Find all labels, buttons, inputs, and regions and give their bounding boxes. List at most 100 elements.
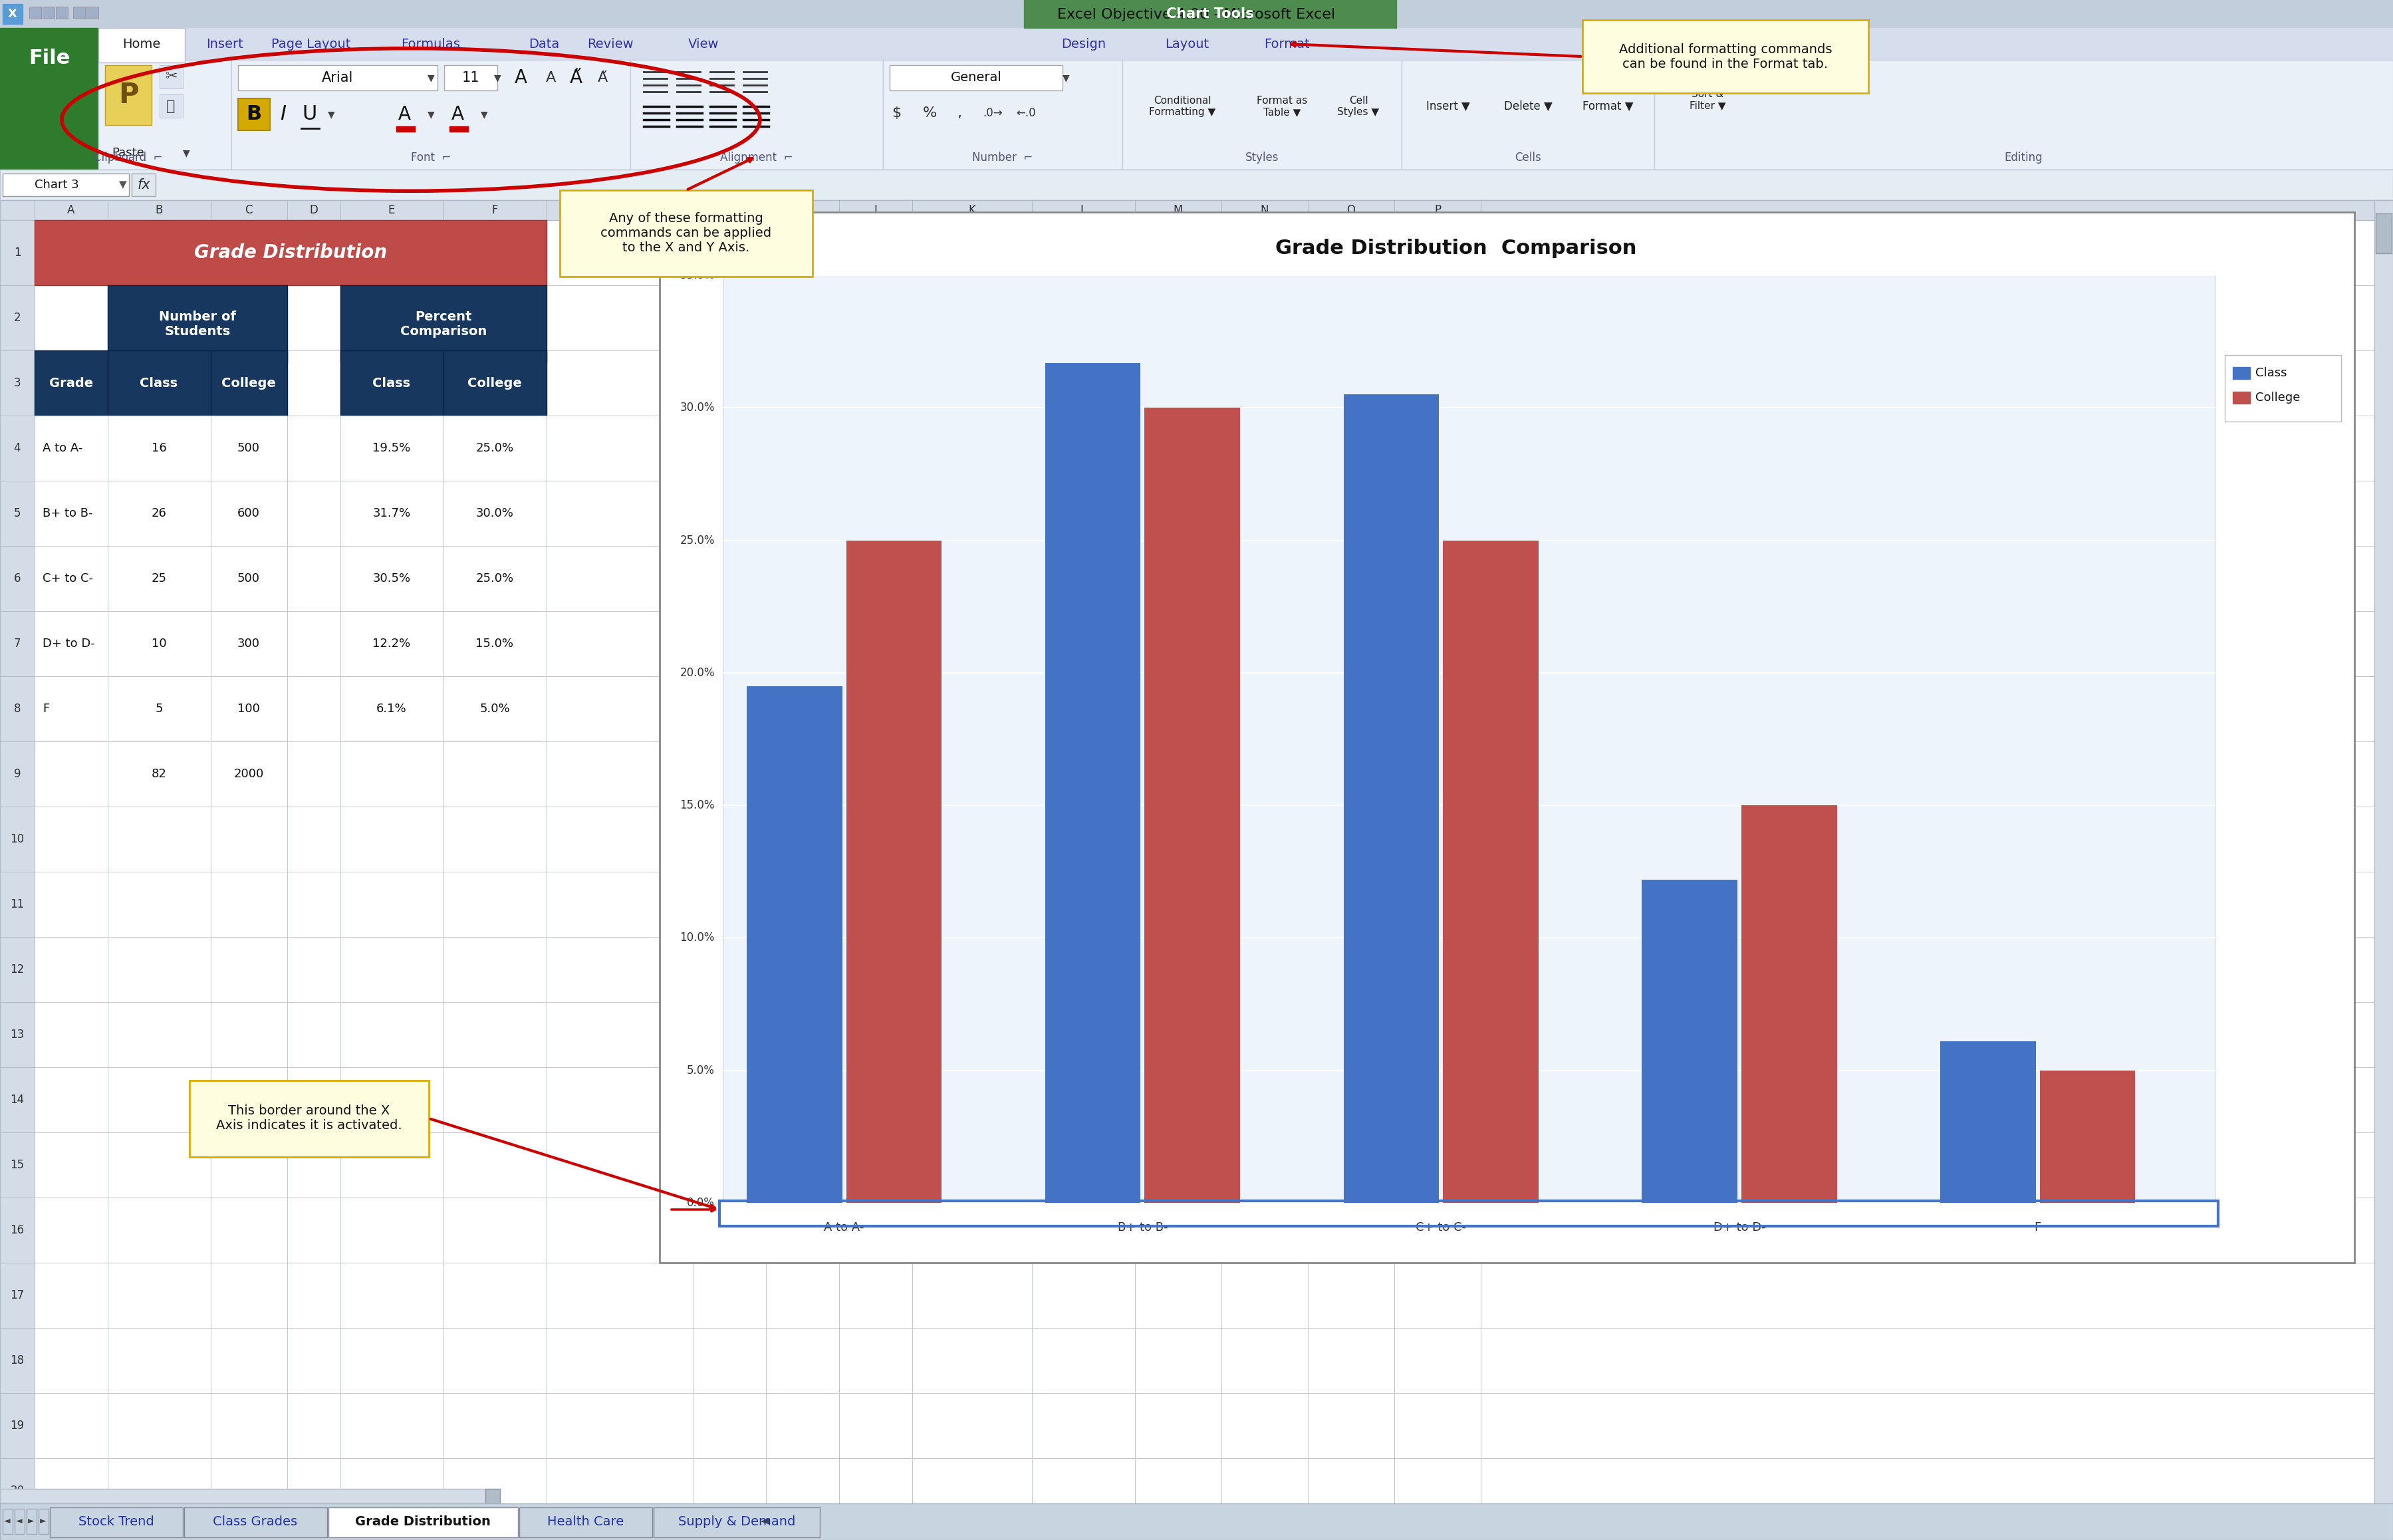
- FancyBboxPatch shape: [2, 5, 22, 25]
- Text: Grade Distribution: Grade Distribution: [194, 243, 388, 262]
- FancyBboxPatch shape: [0, 676, 34, 741]
- FancyBboxPatch shape: [340, 285, 546, 362]
- FancyBboxPatch shape: [160, 94, 182, 117]
- FancyBboxPatch shape: [0, 1067, 34, 1132]
- FancyBboxPatch shape: [0, 1523, 34, 1540]
- Text: Grade Distribution: Grade Distribution: [354, 1515, 491, 1528]
- Text: Page Layout: Page Layout: [270, 37, 352, 51]
- Text: 500: 500: [237, 573, 261, 585]
- Text: Formulas: Formulas: [402, 37, 459, 51]
- FancyBboxPatch shape: [38, 1509, 48, 1534]
- Text: Number  ⌐: Number ⌐: [972, 151, 1034, 163]
- Text: 13: 13: [10, 1029, 24, 1041]
- FancyBboxPatch shape: [1742, 805, 1838, 1203]
- Text: .0→: .0→: [984, 108, 1003, 119]
- FancyBboxPatch shape: [629, 60, 883, 169]
- Text: 2000: 2000: [235, 768, 263, 779]
- FancyBboxPatch shape: [1582, 20, 1869, 92]
- FancyBboxPatch shape: [108, 480, 211, 545]
- FancyBboxPatch shape: [34, 676, 108, 741]
- FancyBboxPatch shape: [1342, 394, 1438, 1203]
- Text: A to A-: A to A-: [43, 442, 84, 454]
- FancyBboxPatch shape: [0, 1263, 34, 1327]
- Text: 14: 14: [10, 1093, 24, 1106]
- FancyBboxPatch shape: [340, 676, 443, 741]
- Text: 17: 17: [10, 1289, 24, 1301]
- Text: X: X: [7, 8, 17, 20]
- Text: G: G: [615, 205, 625, 216]
- Text: 600: 600: [237, 507, 261, 519]
- FancyBboxPatch shape: [29, 6, 41, 18]
- Text: 15: 15: [10, 1160, 24, 1170]
- Text: Paste: Paste: [112, 146, 144, 159]
- Text: 6: 6: [14, 573, 22, 585]
- Text: Conditional
Formatting ▼: Conditional Formatting ▼: [1149, 95, 1216, 117]
- FancyBboxPatch shape: [0, 28, 2393, 60]
- FancyBboxPatch shape: [105, 65, 151, 125]
- FancyBboxPatch shape: [340, 545, 443, 611]
- Text: 20: 20: [10, 1485, 24, 1497]
- Text: C+ to C-: C+ to C-: [1417, 1221, 1467, 1234]
- FancyBboxPatch shape: [328, 1508, 517, 1537]
- Text: College: College: [467, 377, 522, 390]
- FancyBboxPatch shape: [0, 169, 2393, 200]
- Text: I: I: [280, 105, 287, 125]
- FancyBboxPatch shape: [0, 741, 34, 807]
- Text: Insert: Insert: [206, 37, 244, 51]
- Text: 2: 2: [14, 313, 22, 323]
- FancyBboxPatch shape: [55, 6, 67, 18]
- Text: Format as
Table ▼: Format as Table ▼: [1256, 95, 1307, 117]
- FancyBboxPatch shape: [108, 351, 211, 416]
- FancyBboxPatch shape: [0, 611, 34, 676]
- Text: C: C: [244, 205, 254, 216]
- FancyBboxPatch shape: [211, 545, 287, 611]
- Text: 0.0%: 0.0%: [687, 1197, 716, 1209]
- Text: A: A: [397, 105, 412, 123]
- Text: 12: 12: [10, 964, 24, 975]
- Text: A: A: [452, 105, 464, 123]
- Text: F: F: [43, 702, 50, 715]
- FancyBboxPatch shape: [443, 676, 546, 741]
- Text: Health Care: Health Care: [548, 1515, 625, 1528]
- FancyBboxPatch shape: [2376, 214, 2391, 254]
- FancyBboxPatch shape: [443, 545, 546, 611]
- Text: 82: 82: [151, 768, 168, 779]
- Text: 25.0%: 25.0%: [476, 442, 514, 454]
- Text: Delete ▼: Delete ▼: [1503, 100, 1553, 112]
- Text: 25.0%: 25.0%: [680, 534, 716, 547]
- FancyBboxPatch shape: [1046, 363, 1141, 1203]
- FancyBboxPatch shape: [847, 541, 940, 1203]
- FancyBboxPatch shape: [340, 611, 443, 676]
- Text: Insert ▼: Insert ▼: [1426, 100, 1469, 112]
- FancyBboxPatch shape: [560, 189, 814, 277]
- FancyBboxPatch shape: [340, 480, 443, 545]
- Text: F: F: [491, 205, 498, 216]
- Text: Font  ⌐: Font ⌐: [412, 151, 450, 163]
- Text: B+ to B-: B+ to B-: [1118, 1221, 1168, 1234]
- Text: Additional formatting commands
can be found in the Format tab.: Additional formatting commands can be fo…: [1620, 43, 1833, 71]
- FancyBboxPatch shape: [0, 1394, 34, 1458]
- FancyBboxPatch shape: [0, 200, 2393, 220]
- Text: Cells: Cells: [1515, 151, 1541, 163]
- Text: Editing: Editing: [2005, 151, 2044, 163]
- FancyBboxPatch shape: [443, 416, 546, 480]
- FancyBboxPatch shape: [0, 480, 34, 545]
- Text: J: J: [873, 205, 878, 216]
- Text: 15.0%: 15.0%: [680, 799, 716, 812]
- FancyBboxPatch shape: [211, 351, 287, 416]
- Text: B: B: [156, 205, 163, 216]
- Text: Format ▼: Format ▼: [1582, 100, 1632, 112]
- FancyBboxPatch shape: [450, 126, 469, 131]
- FancyBboxPatch shape: [211, 741, 287, 807]
- Text: 10: 10: [151, 638, 168, 650]
- Text: ▼: ▼: [1062, 72, 1070, 83]
- FancyBboxPatch shape: [2233, 367, 2249, 379]
- Text: 30.0%: 30.0%: [680, 402, 716, 414]
- FancyBboxPatch shape: [0, 1458, 34, 1523]
- Text: ◄: ◄: [17, 1517, 22, 1526]
- Text: Class: Class: [373, 377, 412, 390]
- FancyBboxPatch shape: [0, 807, 34, 872]
- Text: File: File: [29, 49, 69, 68]
- Text: 19.5%: 19.5%: [373, 442, 412, 454]
- FancyBboxPatch shape: [486, 1489, 500, 1503]
